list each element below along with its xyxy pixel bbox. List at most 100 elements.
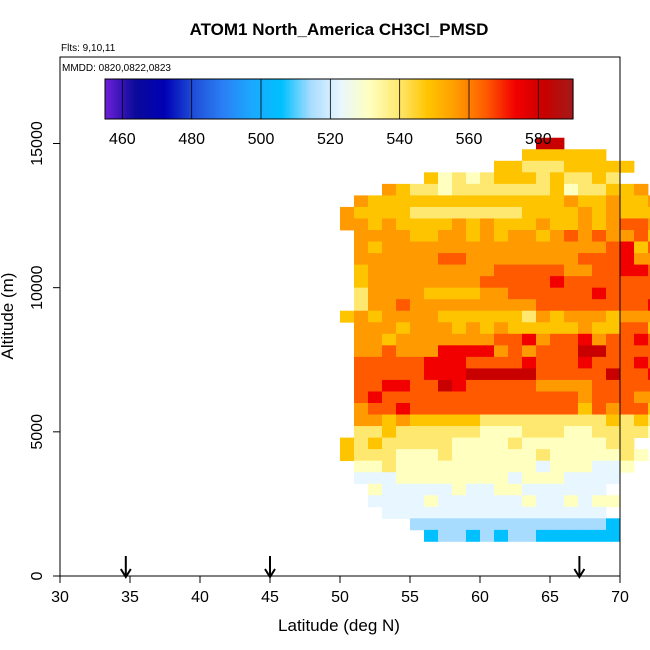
heatmap-cell: [354, 264, 369, 277]
heatmap-cell: [466, 529, 481, 542]
heatmap-cell: [466, 195, 481, 208]
heatmap-cell: [508, 506, 523, 519]
heatmap-cell: [452, 287, 467, 300]
colorbar-swatch: [565, 79, 568, 119]
heatmap-cell: [522, 391, 537, 404]
heatmap-cell: [354, 391, 369, 404]
heatmap-cell: [508, 529, 523, 542]
heatmap-cell: [592, 483, 607, 496]
heatmap-cell: [564, 403, 579, 415]
heatmap-cell: [620, 333, 635, 346]
heatmap-cell: [354, 356, 369, 369]
heatmap-cell: [578, 460, 593, 473]
colorbar-swatch: [129, 79, 132, 119]
heatmap-cell: [438, 206, 453, 219]
heatmap-cell: [424, 518, 439, 531]
heatmap-cell: [508, 356, 523, 369]
colorbar-swatch: [483, 79, 486, 119]
heatmap-cell: [494, 195, 509, 208]
x-tick-label: 45: [261, 589, 279, 606]
heatmap-cell: [508, 391, 523, 404]
heatmap-cell: [592, 518, 607, 531]
heatmap-cell: [396, 403, 411, 415]
heatmap-cell: [578, 403, 593, 415]
colorbar-swatch: [503, 79, 506, 119]
heatmap-cell: [480, 495, 495, 508]
heatmap-cell: [522, 345, 537, 358]
heatmap-cell: [466, 299, 481, 312]
heatmap-cell: [368, 414, 383, 427]
colorbar-swatch: [237, 79, 240, 119]
heatmap-cell: [606, 345, 621, 358]
heatmap-cell: [480, 264, 495, 277]
heatmap-cell: [564, 218, 579, 231]
heatmap-cell: [424, 368, 439, 381]
heatmap-cell: [452, 460, 467, 473]
heatmap-cell: [592, 333, 607, 346]
heatmap-cell: [452, 206, 467, 219]
heatmap-cell: [466, 403, 481, 415]
heatmap-cell: [578, 345, 593, 358]
heatmap-cell: [466, 506, 481, 519]
heatmap-cell: [508, 437, 523, 450]
heatmap-cell: [550, 449, 565, 462]
heatmap-cell: [466, 495, 481, 508]
colorbar-swatch: [309, 79, 312, 119]
colorbar-swatch: [479, 79, 482, 119]
y-tick-label: 15000: [29, 121, 46, 166]
colorbar-swatch: [433, 79, 436, 119]
heatmap-cell: [424, 253, 439, 265]
colorbar-swatch: [125, 79, 128, 119]
heatmap-cell: [480, 391, 495, 404]
colorbar-swatch: [167, 79, 170, 119]
heatmap-cell: [368, 241, 383, 254]
y-tick-label: 10000: [29, 265, 46, 310]
heatmap-cell: [578, 322, 593, 335]
heatmap-cell: [592, 414, 607, 427]
colorbar-swatch: [507, 79, 510, 119]
colorbar-swatch: [221, 79, 224, 119]
colorbar-swatch: [469, 79, 472, 119]
heatmap-cell: [466, 264, 481, 277]
heatmap-cell: [494, 495, 509, 508]
heatmap-cell: [396, 345, 411, 358]
heatmap-cell: [550, 322, 565, 335]
heatmap-cell: [452, 391, 467, 404]
heatmap-cell: [410, 506, 425, 519]
colorbar-swatch: [563, 79, 566, 119]
heatmap-cell: [634, 322, 649, 335]
heatmap-cell: [438, 356, 453, 369]
heatmap-cell: [368, 264, 383, 277]
colorbar-swatch: [315, 79, 318, 119]
heatmap-cell: [606, 322, 621, 335]
heatmap-cell: [382, 322, 397, 335]
heatmap-cell: [578, 299, 593, 312]
colorbar-swatch: [241, 79, 244, 119]
colorbar-swatch: [205, 79, 208, 119]
heatmap-cell: [410, 368, 425, 381]
heatmap-cell: [564, 495, 579, 508]
colorbar-swatch: [387, 79, 390, 119]
heatmap-cell: [396, 414, 411, 427]
heatmap-cell: [578, 160, 593, 173]
colorbar-swatch: [105, 79, 108, 119]
heatmap-cell: [382, 449, 397, 462]
heatmap-cell: [550, 495, 565, 508]
colorbar-swatch: [301, 79, 304, 119]
colorbar-swatch: [541, 79, 544, 119]
colorbar-swatch: [369, 79, 372, 119]
heatmap-cell: [354, 241, 369, 254]
heatmap-cell: [480, 322, 495, 335]
heatmap-cell: [508, 253, 523, 265]
heatmap-cell: [550, 472, 565, 485]
colorbar-swatch: [493, 79, 496, 119]
colorbar-swatch: [477, 79, 480, 119]
colorbar-swatch: [161, 79, 164, 119]
heatmap-cell: [438, 276, 453, 289]
heatmap-cell: [396, 206, 411, 219]
heatmap-cell: [354, 299, 369, 312]
heatmap-cell: [564, 426, 579, 438]
heatmap-cell: [550, 160, 565, 173]
heatmap-cell: [494, 529, 509, 542]
colorbar-swatch: [497, 79, 500, 119]
